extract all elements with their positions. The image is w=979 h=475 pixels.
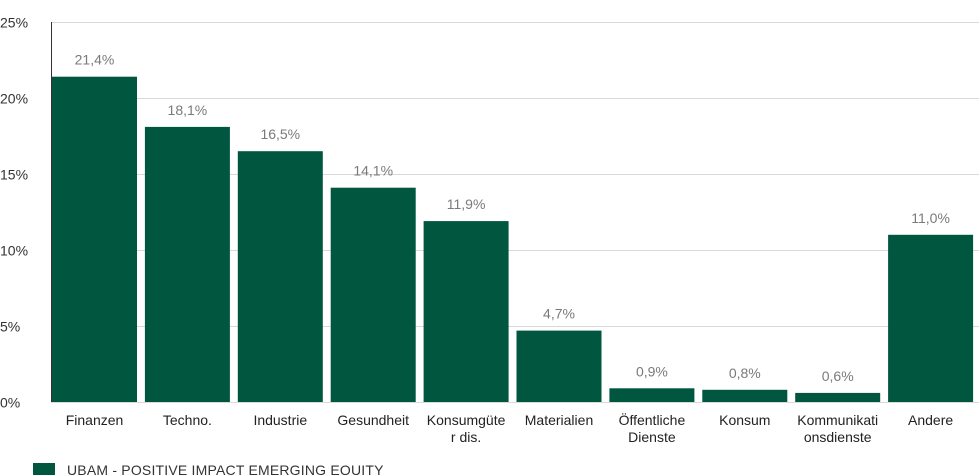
bar [423, 221, 509, 402]
x-tick-label: Dienste [628, 429, 676, 445]
data-label: 11,0% [911, 210, 950, 226]
data-label: 0,8% [729, 365, 761, 381]
x-tick-label: Finanzen [66, 412, 124, 428]
data-label: 18,1% [168, 102, 208, 118]
x-tick-label: Gesundheit [337, 412, 409, 428]
y-tick-label: 20% [0, 91, 28, 107]
legend: UBAM - POSITIVE IMPACT EMERGING EQUITY [33, 462, 384, 475]
legend-swatch [33, 463, 55, 475]
x-tick-label: Andere [908, 412, 953, 428]
y-tick-label: 25% [0, 15, 28, 31]
x-tick-label: Industrie [253, 412, 307, 428]
bar [888, 234, 974, 402]
x-tick-label: Konsumgüte [427, 412, 506, 428]
y-tick-label: 15% [0, 167, 28, 183]
x-tick-label: onsdienste [804, 429, 872, 445]
data-label: 0,6% [822, 368, 854, 384]
y-axis-ticks: 0% 5% 10% 15% 20% 25% [0, 15, 28, 411]
x-tick-label: r dis. [451, 429, 481, 445]
bar [330, 187, 416, 402]
bar [237, 151, 323, 402]
x-axis-categories: Finanzen Techno. Industrie Gesundheit Konsum… [66, 411, 954, 445]
x-tick-label: Kommunikati [797, 412, 878, 428]
x-tick-label: Materialien [525, 412, 593, 428]
data-label: 21,4% [75, 52, 115, 68]
y-tick-label: 5% [0, 319, 20, 335]
x-tick-label: Konsum [719, 412, 770, 428]
bar [702, 389, 788, 402]
legend-label: UBAM - POSITIVE IMPACT EMERGING EQUITY [67, 462, 384, 475]
bar [144, 126, 230, 403]
data-label: 4,7% [543, 306, 575, 322]
x-tick-label: Techno. [163, 412, 212, 428]
y-tick-label: 10% [0, 243, 28, 259]
y-tick-label: 0% [0, 395, 20, 411]
data-labels: 21,4% 18,1% 16,5% 14,1% 11,9% 4,7% 0,9% 0,8% 0,6… [75, 52, 950, 384]
data-label: 0,9% [636, 363, 668, 379]
bars [52, 76, 974, 403]
data-label: 14,1% [353, 163, 393, 179]
bar [52, 76, 137, 402]
data-label: 16,5% [260, 126, 300, 142]
x-tick-label: Öffentliche [619, 411, 686, 428]
data-label: 11,9% [447, 196, 486, 212]
bar [609, 388, 695, 402]
bar [516, 330, 602, 402]
bar [795, 392, 881, 402]
